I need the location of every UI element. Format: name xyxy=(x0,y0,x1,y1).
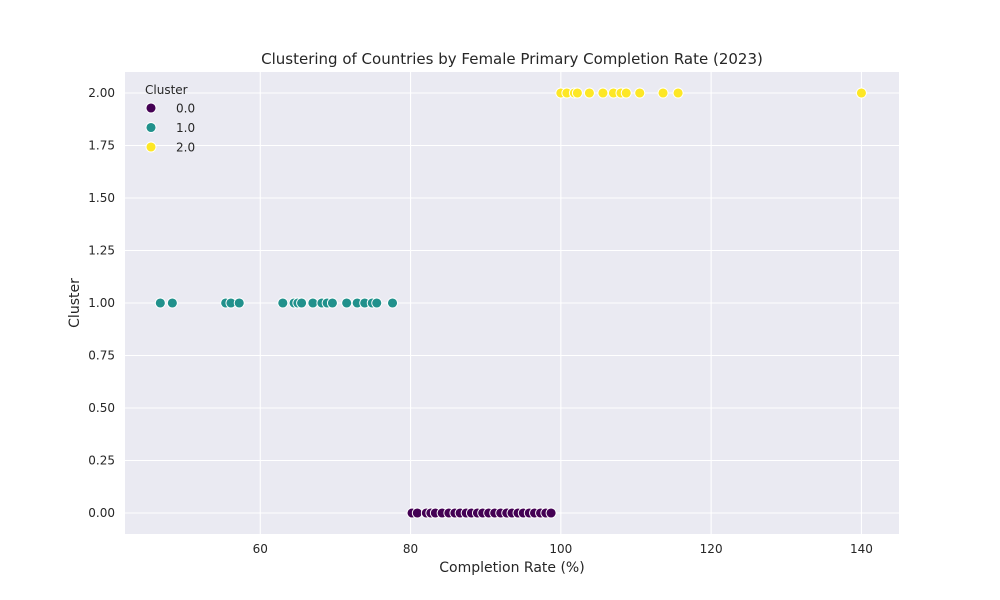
data-point xyxy=(545,507,557,519)
data-point xyxy=(583,87,595,99)
data-point xyxy=(166,297,178,309)
data-point xyxy=(620,87,632,99)
y-tick-label: 0.00 xyxy=(88,506,115,520)
data-point xyxy=(371,297,383,309)
grid-layer xyxy=(125,72,899,534)
legend-marker xyxy=(145,122,157,133)
data-point xyxy=(341,297,353,309)
y-tick-label: 1.25 xyxy=(88,244,115,258)
y-tick-label: 2.00 xyxy=(88,86,115,100)
data-point xyxy=(296,297,308,309)
y-tick-label: 0.25 xyxy=(88,454,115,468)
legend-label: 1.0 xyxy=(176,121,195,135)
data-point xyxy=(387,297,398,309)
data-point xyxy=(571,87,583,99)
data-point xyxy=(326,297,338,309)
data-point xyxy=(855,87,867,99)
legend-title: Cluster xyxy=(145,83,188,97)
y-tick-label: 1.00 xyxy=(88,296,115,310)
legend-label: 0.0 xyxy=(176,102,195,116)
x-axis-label: Completion Rate (%) xyxy=(439,560,584,576)
data-point xyxy=(233,297,245,309)
legend: Cluster 0.0 1.0 2.0 xyxy=(145,83,195,155)
data-point xyxy=(634,87,646,99)
legend-marker xyxy=(145,102,157,114)
y-axis-label: Cluster xyxy=(67,278,83,328)
data-point xyxy=(307,297,319,309)
y-tick-label: 0.50 xyxy=(88,401,115,415)
y-tick-label: 0.75 xyxy=(88,349,115,363)
y-tick-label: 1.50 xyxy=(88,191,115,205)
legend-label: 2.0 xyxy=(176,141,195,155)
chart-title: Clustering of Countries by Female Primar… xyxy=(261,50,763,68)
x-tick-label: 140 xyxy=(850,542,873,556)
data-point xyxy=(657,87,669,99)
x-tick-label: 120 xyxy=(700,542,723,556)
data-point xyxy=(277,297,289,309)
x-tick-label: 100 xyxy=(549,542,572,556)
data-point xyxy=(154,297,166,309)
legend-marker xyxy=(145,141,157,153)
x-tick-label: 80 xyxy=(403,542,418,556)
point-layer xyxy=(154,87,867,519)
tick-layer: 60 80 100 120 140 0.00 0.25 0.50 0.75 1.00 1.25 1.5… xyxy=(88,86,873,556)
data-point xyxy=(411,507,423,519)
data-point xyxy=(597,87,609,99)
y-tick-label: 1.75 xyxy=(88,139,115,153)
x-tick-label: 60 xyxy=(253,542,268,556)
data-point xyxy=(672,87,684,99)
